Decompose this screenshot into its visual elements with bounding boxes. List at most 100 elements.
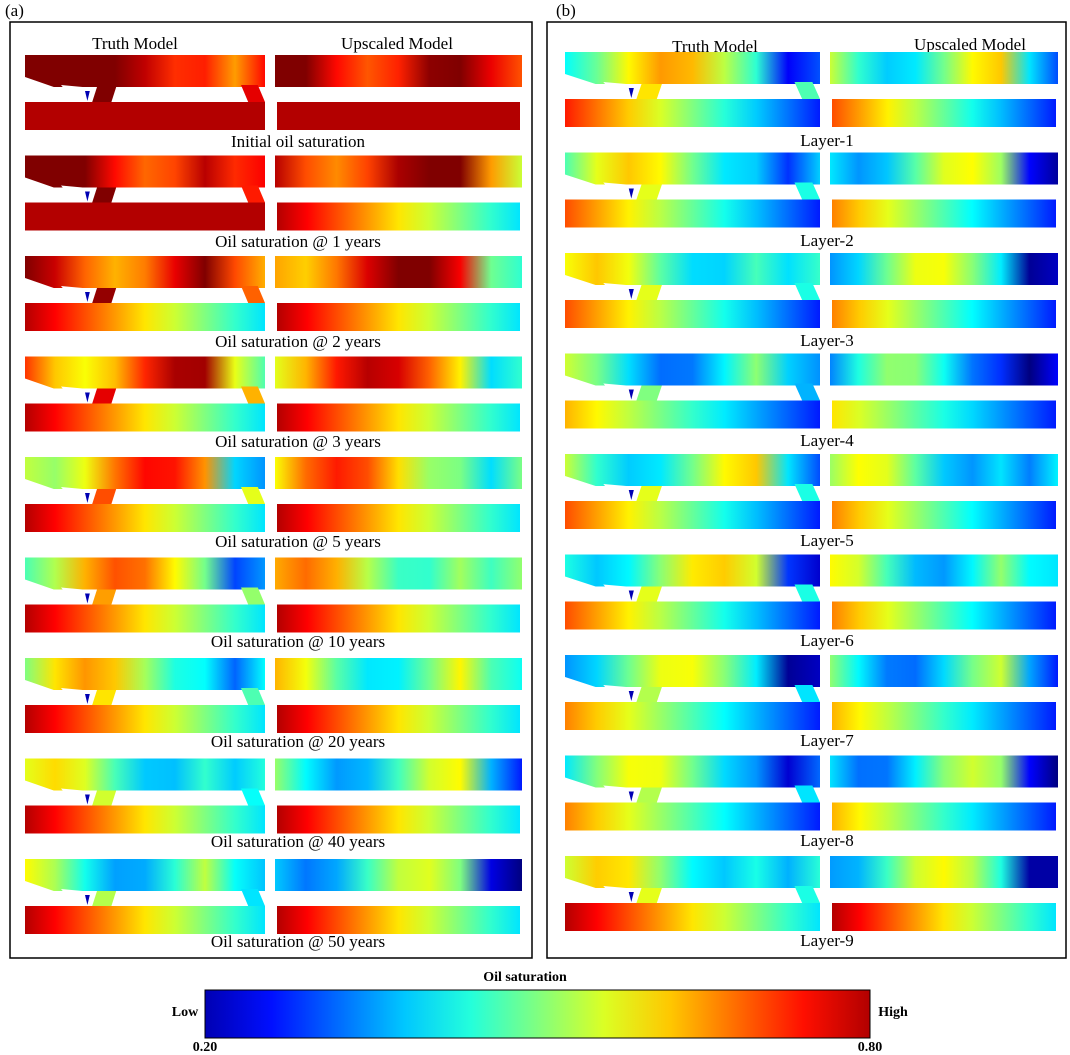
fault-mark [628,389,634,400]
fault-gap [565,74,596,84]
saturation-map [25,457,265,532]
fault-gap [565,878,596,888]
lower-layer [832,903,1056,931]
fault-gap [603,283,627,297]
lower-layer [565,300,820,328]
fault-gap [565,576,596,587]
upper-layer [830,856,1058,888]
fault-block [92,87,117,102]
saturation-map [830,52,1058,127]
lower-layer [832,199,1056,228]
fault-block [241,889,265,906]
column-header: Truth Model [672,37,758,56]
fault-gap [603,584,627,599]
fault-block [636,486,662,501]
fault-gap [25,278,54,288]
saturation-map [275,758,522,834]
upper-layer [830,454,1058,486]
saturation-map [275,55,522,130]
fault-block [241,85,265,102]
row-caption: Initial oil saturation [231,132,366,151]
upper-layer [25,859,265,891]
saturation-map [25,859,265,934]
fault-block [636,888,662,903]
fault-gap [603,182,627,197]
saturation-map [275,658,522,733]
saturation-map [25,155,265,231]
upper-layer [830,655,1058,687]
lower-layer [277,504,520,532]
lower-layer [25,102,265,130]
lower-layer [832,300,1056,328]
row-caption: Layer-1 [800,131,853,150]
fault-block [241,185,265,203]
fault-gap [61,688,83,702]
panel-frame [546,21,1067,959]
fault-block [241,788,265,806]
upper-layer [25,356,265,389]
fault-block [636,285,662,300]
fault-block [241,587,265,605]
saturation-map [565,554,820,630]
fault-block [92,891,117,906]
fault-gap [61,286,83,300]
fault-mark [628,490,634,500]
fault-mark [85,292,90,302]
saturation-map [25,557,265,633]
lower-layer [25,705,265,733]
fault-gap [25,579,54,590]
colorbar-title: Oil saturation [483,970,567,985]
saturation-map [830,454,1058,529]
upper-layer [25,457,265,489]
panel-label: (b) [556,1,576,20]
lower-layer [565,99,820,127]
row-caption: Layer-2 [800,231,853,250]
lower-layer [565,199,820,228]
lower-layer [832,702,1056,730]
row-caption: Oil saturation @ 2 years [215,332,381,351]
fault-gap [603,82,627,96]
upper-layer [275,356,522,389]
lower-layer [277,805,520,834]
upper-layer [275,457,522,489]
row-caption: Oil saturation @ 50 years [211,932,385,951]
upper-layer [830,152,1058,185]
colorbar-low-label: Low [172,1005,199,1020]
fault-gap [25,378,54,389]
lower-layer [832,99,1056,127]
fault-mark [85,895,90,905]
lower-layer [277,604,520,633]
saturation-map [25,356,265,432]
fault-gap [565,275,596,285]
upper-layer [830,755,1058,788]
fault-mark [85,392,90,403]
column-header: Upscaled Model [341,34,453,53]
upper-layer [275,859,522,891]
fault-gap [61,185,83,200]
row-caption: Layer-5 [800,531,853,550]
fault-block [241,386,265,404]
upper-layer [565,655,820,687]
fault-mark [85,191,90,202]
upper-layer [25,758,265,791]
colorbar-max: 0.80 [858,1040,883,1055]
upper-layer [565,253,820,285]
upper-layer [25,155,265,188]
fault-gap [25,177,54,188]
fault-block [241,688,265,705]
saturation-map [830,353,1058,429]
fault-mark [85,794,90,805]
fault-gap [61,386,83,401]
lower-layer [565,501,820,529]
fault-gap [603,383,627,398]
upper-layer [275,256,522,288]
lower-layer [277,202,520,231]
fault-block [241,286,265,303]
saturation-map [565,353,820,429]
fault-block [794,584,820,602]
row-caption: Oil saturation @ 5 years [215,532,381,551]
lower-layer [565,903,820,931]
saturation-map [275,256,522,331]
lower-layer [277,705,520,733]
saturation-map [565,454,820,529]
